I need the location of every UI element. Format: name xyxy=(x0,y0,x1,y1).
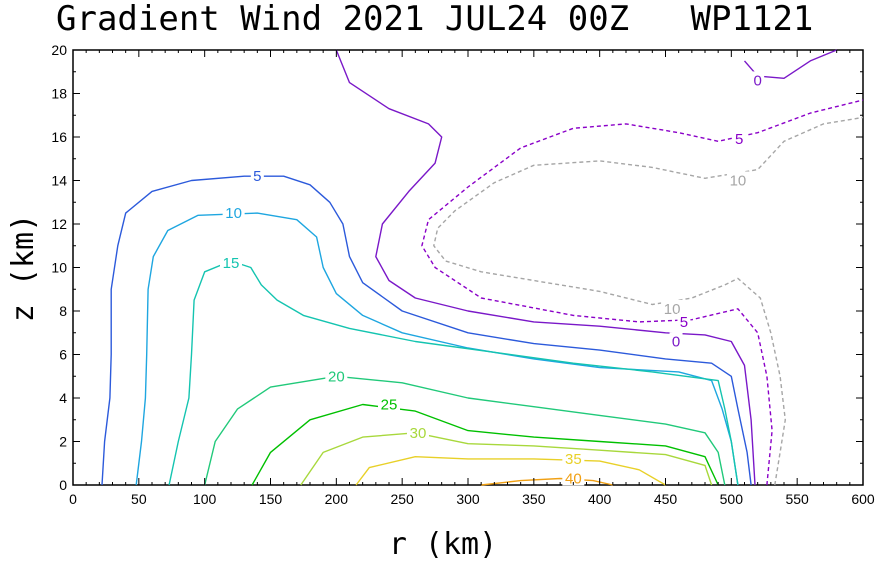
x-tick-label: 400 xyxy=(588,491,612,507)
contour-label-bg xyxy=(220,254,242,271)
contour-label: 25 xyxy=(381,397,398,414)
contour-label: 0 xyxy=(753,72,761,89)
contour-label-bg xyxy=(406,423,429,440)
contour-label: 5 xyxy=(680,314,688,331)
contour-label-bg xyxy=(751,71,765,88)
y-tick-label: 12 xyxy=(51,216,67,232)
x-tick-label: 150 xyxy=(259,491,283,507)
x-tick-label: 600 xyxy=(851,491,875,507)
contour-label-bg xyxy=(325,367,348,384)
contour-line-0 xyxy=(335,49,837,486)
contour-lines xyxy=(101,49,864,486)
contour-line-35 xyxy=(355,456,666,486)
contour-label-bg xyxy=(250,167,264,184)
y-tick-label: 10 xyxy=(51,260,67,276)
contour-label-bg xyxy=(378,395,400,412)
contour-label: 10 xyxy=(664,301,681,318)
contour-label-bg xyxy=(726,171,749,188)
contour-label-bg xyxy=(562,449,585,466)
x-tick-label: 50 xyxy=(131,491,147,507)
contour-line-25 xyxy=(251,403,719,486)
contour-label-bg xyxy=(661,299,684,316)
contour-label-bg xyxy=(732,130,746,147)
contour-label: 0 xyxy=(672,333,680,350)
contour-line-15 xyxy=(168,260,739,486)
x-axis: 0 50 100 150 200 250 300 350 400 450 500 550 600 xyxy=(69,50,875,507)
contour-label: 5 xyxy=(735,131,743,148)
contour-label: 10 xyxy=(730,173,747,190)
x-tick-label: 200 xyxy=(325,491,349,507)
y-tick-label: 6 xyxy=(59,347,67,363)
x-tick-label: 300 xyxy=(456,491,480,507)
contour-line-5 xyxy=(101,175,752,486)
y-tick-label: 16 xyxy=(51,129,67,145)
x-axis-label: r (km) xyxy=(389,527,497,561)
x-tick-label: 0 xyxy=(69,491,77,507)
x-tick-label: 550 xyxy=(785,491,809,507)
contour-label: 30 xyxy=(410,425,427,442)
contour-label-bg xyxy=(222,204,245,221)
contour-label-bg xyxy=(669,332,683,349)
contour-line-neg5 xyxy=(421,99,864,486)
contour-label-bg xyxy=(677,312,691,329)
y-tick-label: 8 xyxy=(59,303,67,319)
chart-title: Gradient Wind 2021 JUL24 00Z WP1121 xyxy=(56,0,813,39)
y-axis: 0 2 4 6 8 10 12 14 16 18 20 xyxy=(51,42,863,493)
x-tick-label: 450 xyxy=(654,491,678,507)
y-tick-label: 18 xyxy=(51,86,67,102)
contour-line-10 xyxy=(135,212,739,486)
x-tick-label: 500 xyxy=(720,491,744,507)
y-tick-label: 2 xyxy=(59,434,67,450)
contour-line-30 xyxy=(300,432,713,486)
y-tick-label: 4 xyxy=(59,390,67,406)
contour-label: 15 xyxy=(223,255,240,272)
y-tick-label: 20 xyxy=(51,42,67,58)
contour-label-bg xyxy=(562,469,585,486)
contour-label: 5 xyxy=(253,168,261,185)
y-tick-label: 0 xyxy=(59,477,67,493)
contour-label: 20 xyxy=(328,368,345,385)
x-tick-label: 350 xyxy=(522,491,546,507)
contour-label: 35 xyxy=(565,451,582,468)
y-axis-label: z (km) xyxy=(6,214,41,322)
x-tick-label: 250 xyxy=(390,491,414,507)
contour-label: 10 xyxy=(225,205,242,222)
contour-label: 40 xyxy=(565,470,582,487)
x-tick-label: 100 xyxy=(193,491,217,507)
y-tick-label: 14 xyxy=(51,173,67,189)
contour-line-20 xyxy=(204,375,726,486)
